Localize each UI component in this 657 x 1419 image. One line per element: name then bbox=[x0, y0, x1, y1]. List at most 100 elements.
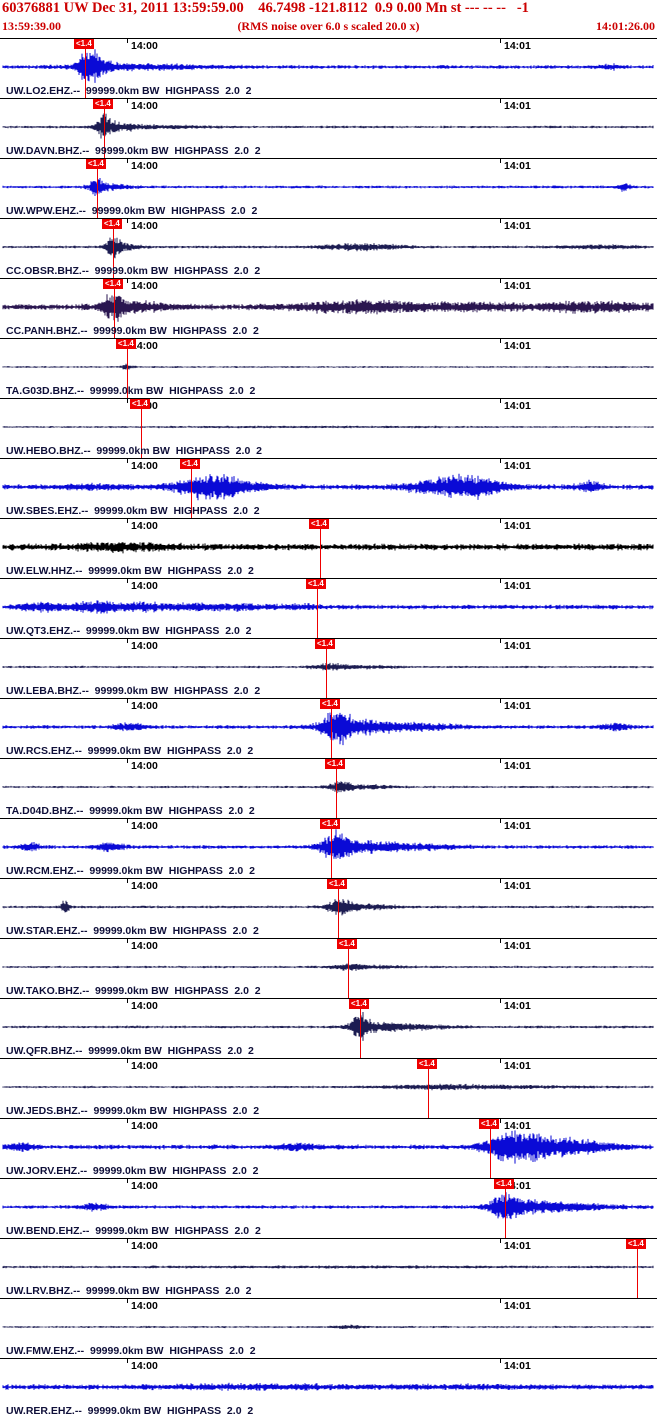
trace-label: UW.RER.EHZ.-- 99999.0km BW HIGHPASS 2.0 … bbox=[6, 1405, 254, 1417]
waveform-trace[interactable] bbox=[0, 999, 657, 1059]
waveform-trace[interactable] bbox=[0, 159, 657, 219]
trace-label: UW.LO2.EHZ.-- 99999.0km BW HIGHPASS 2.0 … bbox=[6, 85, 252, 97]
waveform-trace[interactable] bbox=[0, 1239, 657, 1299]
trace-label: UW.JORV.EHZ.-- 99999.0km BW HIGHPASS 2.0… bbox=[6, 1165, 259, 1177]
time-label: 14:01 bbox=[504, 1240, 531, 1252]
waveform-trace[interactable] bbox=[0, 459, 657, 519]
pick-flag[interactable]: <1.4 bbox=[626, 1239, 646, 1249]
waveform-trace[interactable] bbox=[0, 879, 657, 939]
pick-flag[interactable]: <1.4 bbox=[309, 519, 329, 529]
pick-flag[interactable]: <1.4 bbox=[103, 279, 123, 289]
time-tick bbox=[127, 699, 128, 703]
time-label: 14:01 bbox=[504, 100, 531, 112]
trace-panel: 14:00 14:01 <1.4 UW.LRV.BHZ.-- 99999.0km BW… bbox=[0, 1238, 657, 1298]
pick-line bbox=[326, 639, 327, 698]
pick-flag[interactable]: <1.4 bbox=[325, 759, 345, 769]
pick-line bbox=[336, 759, 337, 818]
trace-label: TA.D04D.BHZ.-- 99999.0km BW HIGHPASS 2.0… bbox=[6, 805, 255, 817]
trace-label: UW.WPW.EHZ.-- 99999.0km BW HIGHPASS 2.0 … bbox=[6, 205, 258, 217]
waveform-trace[interactable] bbox=[0, 579, 657, 639]
waveform-trace[interactable] bbox=[0, 1299, 657, 1359]
waveform-trace[interactable] bbox=[0, 519, 657, 579]
time-label: 14:00 bbox=[131, 100, 158, 112]
time-label: 14:00 bbox=[131, 1180, 158, 1192]
waveform-trace[interactable] bbox=[0, 399, 657, 459]
time-label: 14:01 bbox=[504, 460, 531, 472]
rms-note: (RMS noise over 6.0 s scaled 20.0 x) bbox=[237, 19, 420, 33]
pick-flag[interactable]: <1.4 bbox=[320, 819, 340, 829]
pick-line bbox=[490, 1119, 491, 1178]
time-tick bbox=[500, 159, 501, 163]
pick-flag[interactable]: <1.4 bbox=[86, 159, 106, 169]
trace-panel: 14:00 14:01 <1.4 TA.G03D.BHZ.-- 99999.0km B… bbox=[0, 338, 657, 398]
waveform-trace[interactable] bbox=[0, 1059, 657, 1119]
waveform-trace[interactable] bbox=[0, 1359, 657, 1419]
time-label: 14:01 bbox=[504, 880, 531, 892]
time-tick bbox=[500, 819, 501, 823]
pick-flag[interactable]: <1.4 bbox=[349, 999, 369, 1009]
time-tick bbox=[500, 1299, 501, 1303]
trace-label: UW.RCS.EHZ.-- 99999.0km BW HIGHPASS 2.0 … bbox=[6, 745, 254, 757]
pick-line bbox=[141, 399, 142, 458]
trace-label: UW.LEBA.BHZ.-- 99999.0km BW HIGHPASS 2.0… bbox=[6, 685, 261, 697]
time-tick bbox=[127, 219, 128, 223]
trace-panel: 14:00 14:01 <1.4 UW.BEND.EHZ.-- 99999.0km B… bbox=[0, 1178, 657, 1238]
trace-panel: 14:00 14:01 <1.4 UW.ELW.HHZ.-- 99999.0km BW… bbox=[0, 518, 657, 578]
pick-flag[interactable]: <1.4 bbox=[315, 639, 335, 649]
pick-flag[interactable]: <1.4 bbox=[93, 99, 113, 109]
time-tick bbox=[127, 1119, 128, 1123]
trace-panel: 14:00 14:01 <1.4 UW.QFR.BHZ.-- 99999.0km BW… bbox=[0, 998, 657, 1058]
pick-flag[interactable]: <1.4 bbox=[130, 399, 150, 409]
pick-flag[interactable]: <1.4 bbox=[320, 699, 340, 709]
pick-flag[interactable]: <1.4 bbox=[116, 339, 136, 349]
time-label: 14:00 bbox=[131, 760, 158, 772]
waveform-trace[interactable] bbox=[0, 639, 657, 699]
time-label: 14:01 bbox=[504, 1060, 531, 1072]
time-tick bbox=[500, 579, 501, 583]
time-tick bbox=[127, 159, 128, 163]
time-label: 14:01 bbox=[504, 340, 531, 352]
waveform-trace[interactable] bbox=[0, 699, 657, 759]
trace-label: CC.OBSR.BHZ.-- 99999.0km BW HIGHPASS 2.0… bbox=[6, 265, 261, 277]
waveform-trace[interactable] bbox=[0, 1119, 657, 1179]
waveform-trace[interactable] bbox=[0, 279, 657, 339]
time-tick bbox=[500, 699, 501, 703]
pick-flag[interactable]: <1.4 bbox=[180, 459, 200, 469]
time-tick bbox=[127, 99, 128, 103]
pick-flag[interactable]: <1.4 bbox=[74, 39, 94, 49]
pick-flag[interactable]: <1.4 bbox=[327, 879, 347, 889]
trace-label: UW.JEDS.BHZ.-- 99999.0km BW HIGHPASS 2.0… bbox=[6, 1105, 260, 1117]
pick-flag[interactable]: <1.4 bbox=[479, 1119, 499, 1129]
time-label: 14:00 bbox=[131, 280, 158, 292]
waveform-trace[interactable] bbox=[0, 759, 657, 819]
pick-flag[interactable]: <1.4 bbox=[337, 939, 357, 949]
waveform-trace[interactable] bbox=[0, 819, 657, 879]
pick-flag[interactable]: <1.4 bbox=[102, 219, 122, 229]
pick-line bbox=[317, 579, 318, 638]
time-label: 14:00 bbox=[131, 520, 158, 532]
trace-panel: 14:00 14:01 <1.4 CC.PANH.BHZ.-- 99999.0km B… bbox=[0, 278, 657, 338]
waveform-trace[interactable] bbox=[0, 339, 657, 399]
time-tick bbox=[500, 939, 501, 943]
pick-flag[interactable]: <1.4 bbox=[494, 1179, 514, 1189]
time-tick bbox=[127, 279, 128, 283]
waveform-trace[interactable] bbox=[0, 39, 657, 99]
pick-line bbox=[104, 99, 105, 158]
waveform-trace[interactable] bbox=[0, 939, 657, 999]
trace-panel: 14:00 14:01 <1.4 UW.DAVN.BHZ.-- 99999.0km B… bbox=[0, 98, 657, 158]
waveform-trace[interactable] bbox=[0, 1179, 657, 1239]
time-label: 14:00 bbox=[131, 1060, 158, 1072]
pick-line bbox=[97, 159, 98, 218]
trace-panel: 14:00 14:01 <1.4 UW.LEBA.BHZ.-- 99999.0km B… bbox=[0, 638, 657, 698]
waveform-trace[interactable] bbox=[0, 219, 657, 279]
waveform-trace[interactable] bbox=[0, 99, 657, 159]
time-label: 14:01 bbox=[504, 580, 531, 592]
time-tick bbox=[500, 399, 501, 403]
time-label: 14:00 bbox=[131, 40, 158, 52]
time-tick bbox=[127, 459, 128, 463]
pick-flag[interactable]: <1.4 bbox=[417, 1059, 437, 1069]
pick-flag[interactable]: <1.4 bbox=[306, 579, 326, 589]
time-label: 14:01 bbox=[504, 40, 531, 52]
time-tick bbox=[500, 879, 501, 883]
time-label: 14:00 bbox=[131, 1300, 158, 1312]
